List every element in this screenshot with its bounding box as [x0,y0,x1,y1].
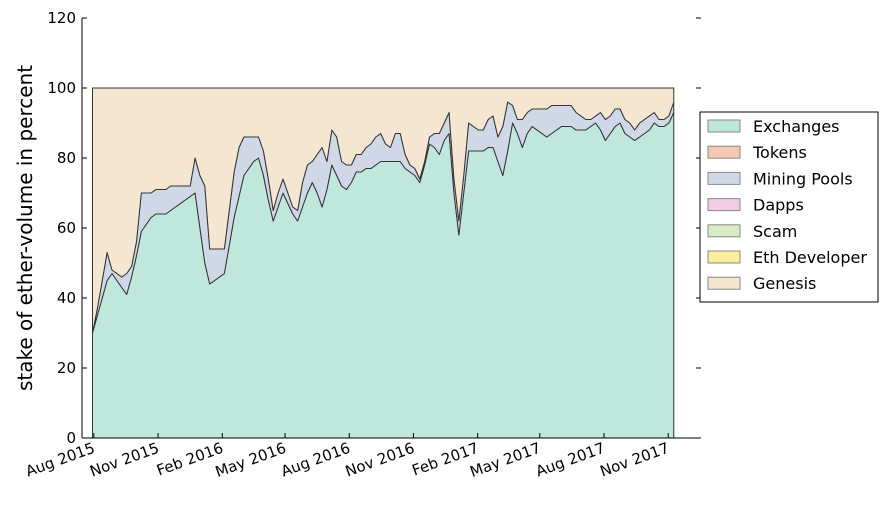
y-axis-label: stake of ether-volume in percent [13,65,37,391]
y-tick-label: 20 [57,359,76,377]
x-tick-label: Feb 2016 [154,439,225,480]
y-tick-label: 80 [57,149,76,167]
x-tick-label: Nov 2016 [343,439,417,481]
legend-swatch-scam [707,224,741,238]
legend-label-mining-pools: Mining Pools [753,169,853,188]
legend-swatch-tokens [707,145,741,159]
legend-swatch-exchanges [707,119,741,133]
x-tick-label: Nov 2017 [598,439,672,481]
legend-label-genesis: Genesis [753,274,816,293]
plot-areas [91,87,675,439]
legend-label-dapps: Dapps [753,196,804,215]
legend-label-eth-developer: Eth Developer [753,248,867,267]
legend-swatch-dapps [707,198,741,212]
y-tick-label: 0 [66,429,76,447]
y-tick-label: 40 [57,289,76,307]
legend-label-scam: Scam [753,222,797,241]
legend: Exchanges Tokens Mining Pools Dapps Scam Eth … [699,111,879,303]
legend-label-exchanges: Exchanges [753,117,840,136]
legend-swatch-genesis [707,276,741,290]
x-tick-label: Aug 2017 [533,439,607,481]
legend-swatch-eth-developer [707,250,741,264]
y-ticks: 0 20 40 60 80 100 120 [47,9,701,447]
x-tick-label: May 2017 [468,439,544,481]
x-tick-label: Nov 2015 [87,439,161,481]
x-tick-label: Aug 2016 [279,439,353,481]
y-tick-label: 120 [47,9,76,27]
y-tick-label: 100 [47,79,76,97]
area-genesis [91,87,675,334]
legend-label-tokens: Tokens [752,143,807,162]
x-tick-label: May 2016 [213,439,289,481]
legend-swatch-mining-pools [707,171,741,185]
x-tick-label: Aug 2015 [23,439,97,481]
y-tick-label: 60 [57,219,76,237]
